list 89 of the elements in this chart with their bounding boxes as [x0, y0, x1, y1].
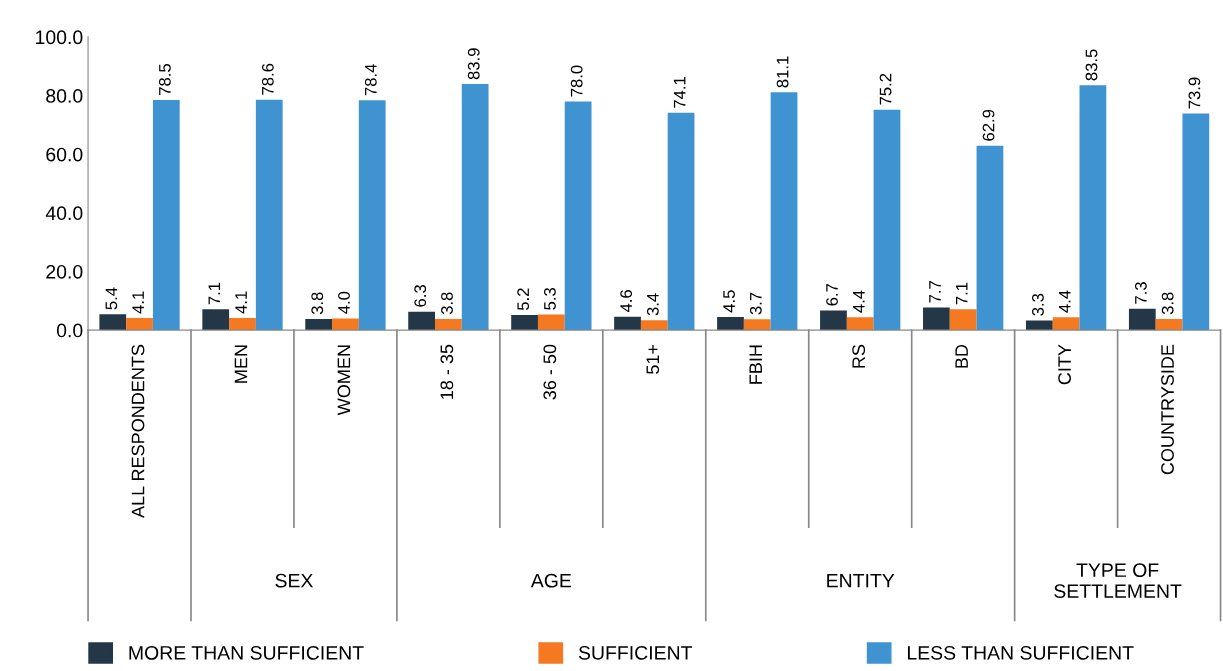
- data-label: 3.7: [749, 292, 762, 315]
- bar: [976, 145, 1004, 331]
- data-label: 3.4: [646, 293, 659, 316]
- data-label: 83.5: [1085, 49, 1098, 81]
- x-tick-label: 51+: [646, 344, 660, 374]
- data-label: 5.2: [517, 288, 530, 311]
- bar: [461, 84, 489, 331]
- bar: [99, 314, 127, 331]
- data-label: 6.7: [826, 283, 838, 306]
- data-label: 78.0: [570, 65, 583, 97]
- data-label: 5.4: [105, 287, 118, 310]
- data-label: 7.7: [929, 281, 941, 303]
- data-label: 6.3: [414, 285, 427, 307]
- data-label: 3.8: [311, 292, 324, 315]
- bar: [408, 311, 436, 331]
- bar: [1025, 320, 1053, 331]
- y-tick-label: 40.0: [45, 206, 83, 221]
- text: ENTITY: [827, 573, 895, 588]
- bar: [614, 316, 641, 331]
- data-label: 78.4: [364, 64, 377, 96]
- legend-label: LESS THAN SUFFICIENT: [907, 645, 1134, 660]
- bar: [640, 320, 668, 331]
- y-tick-label: 20.0: [46, 264, 83, 279]
- text: AGE: [530, 573, 572, 588]
- bar: [717, 316, 744, 331]
- data-label: 3.8: [1161, 292, 1174, 315]
- data-label: 62.9: [982, 109, 995, 141]
- bar: [332, 318, 359, 331]
- data-label: 73.9: [1188, 77, 1201, 109]
- data-label: 4.4: [853, 290, 865, 313]
- data-label: 7.1: [956, 282, 968, 305]
- bar: [846, 317, 874, 331]
- bar: [743, 319, 771, 331]
- data-label: 4.5: [723, 290, 735, 313]
- x-tick-label: MEN: [234, 345, 248, 383]
- bar: [923, 307, 950, 331]
- bar: [1128, 308, 1156, 331]
- bar: [537, 314, 565, 331]
- y-tick-label: 100.0: [36, 30, 83, 45]
- data-label: 3.8: [441, 292, 453, 315]
- data-label: 83.9: [467, 48, 480, 80]
- y-tick-label: 0.0: [56, 323, 83, 338]
- x-tick-label: RS: [852, 344, 866, 368]
- x-tick-label: FBIH: [749, 345, 762, 384]
- x-tick-label: CITY: [1058, 344, 1071, 385]
- bar: [255, 99, 283, 331]
- x-tick-label: WOMEN: [337, 345, 351, 416]
- data-label: 75.2: [879, 73, 892, 105]
- data-label: 4.6: [620, 290, 633, 313]
- bar: [358, 100, 386, 331]
- bar: [202, 309, 230, 331]
- bar: [511, 314, 538, 331]
- data-label: 7.3: [1134, 282, 1147, 304]
- text: TYPE OF SETTLEMENT: [1054, 563, 1182, 598]
- text: SEX: [275, 573, 314, 588]
- bar: [820, 310, 847, 331]
- bar: [564, 101, 592, 331]
- bar: [873, 109, 901, 331]
- legend-label: SUFFICIENT: [578, 645, 693, 660]
- x-tick-label: ALL RESPONDENTS: [131, 344, 145, 518]
- data-label: 4.0: [338, 291, 350, 314]
- bar: [152, 99, 180, 331]
- bar: [770, 92, 798, 331]
- data-label: 78.5: [158, 64, 171, 95]
- data-label: 5.3: [544, 287, 556, 310]
- bar: [1079, 85, 1107, 331]
- y-tick-label: 80.0: [46, 89, 83, 103]
- bar: [667, 112, 695, 331]
- legend-label: MORE THAN SUFFICIENT: [129, 645, 364, 660]
- data-label: 81.1: [776, 56, 789, 88]
- data-label: 74.1: [673, 77, 686, 108]
- x-tick-label: BD: [955, 344, 968, 368]
- data-label: 4.4: [1058, 290, 1071, 313]
- data-label: 78.6: [261, 63, 274, 95]
- bar: [126, 318, 153, 331]
- data-label: 3.3: [1032, 293, 1044, 316]
- x-tick-label: 36 - 50: [543, 344, 557, 400]
- bar: [305, 318, 333, 331]
- x-tick-label: COUNTRYSIDE: [1161, 344, 1174, 475]
- bar: [1052, 317, 1080, 331]
- bar: [229, 318, 256, 331]
- y-tick-label: 60.0: [46, 147, 83, 162]
- data-label: 7.1: [208, 282, 221, 305]
- x-tick-label: 18 - 35: [440, 344, 454, 399]
- bar: [435, 318, 462, 331]
- bar: [1182, 113, 1210, 331]
- data-label: 4.1: [132, 291, 144, 314]
- bar: [949, 309, 977, 331]
- data-label: 4.1: [235, 291, 247, 314]
